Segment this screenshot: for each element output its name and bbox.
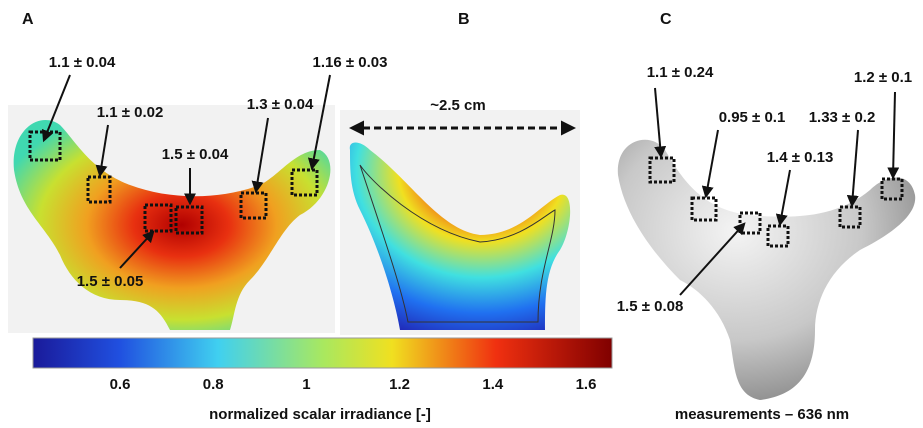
annotation: 1.5 ± 0.05 [77, 273, 144, 290]
annotation: 1.33 ± 0.2 [809, 109, 876, 126]
colorbar-ticks: 0.6 0.8 1 1.2 1.4 1.6 [110, 376, 597, 393]
annotation: 1.5 ± 0.08 [617, 298, 684, 315]
annotation: 1.4 ± 0.13 [767, 149, 834, 166]
colorbar-tick-label: 1 [302, 376, 310, 393]
colorbar-tick-label: 0.8 [203, 376, 224, 393]
annotation: 1.5 ± 0.04 [162, 146, 229, 163]
arrow [780, 170, 790, 224]
arrow [893, 92, 895, 177]
panel-label: A [22, 11, 34, 28]
annotation: 0.95 ± 0.1 [719, 109, 786, 126]
panel-label: B [458, 11, 470, 28]
colorbar-tick-label: 0.6 [110, 376, 131, 393]
arrow [852, 130, 858, 205]
annotation: 1.2 ± 0.1 [854, 69, 912, 86]
figure: A B C 1.1 ± 0.04 1.1 ± 0.02 1.5 ± 0.04 1… [0, 0, 923, 428]
arrow [706, 130, 718, 196]
annotation: 1.1 ± 0.24 [647, 64, 714, 81]
colorbar [33, 338, 612, 368]
panel-label: C [660, 11, 672, 28]
scale-label: ~2.5 cm [430, 97, 485, 114]
caption: measurements – 636 nm [675, 406, 849, 423]
colorbar-tick-label: 1.6 [576, 376, 597, 393]
colorbar-tick-label: 1.2 [389, 376, 410, 393]
tissue-c [618, 140, 915, 400]
annotation: 1.3 ± 0.04 [247, 96, 314, 113]
annotation: 1.16 ± 0.03 [313, 54, 388, 71]
annotation: 1.1 ± 0.04 [49, 54, 116, 71]
annotation: 1.1 ± 0.02 [97, 104, 164, 121]
colorbar-label: normalized scalar irradiance [-] [209, 406, 431, 423]
colorbar-tick-label: 1.4 [482, 376, 504, 393]
